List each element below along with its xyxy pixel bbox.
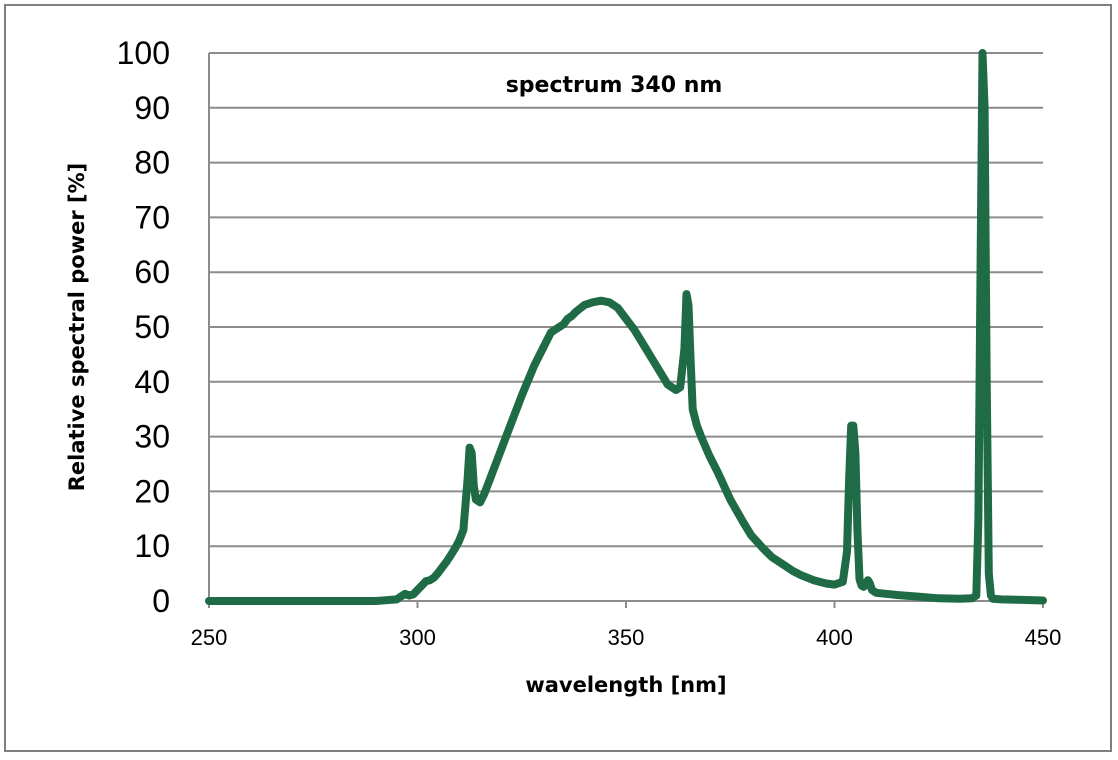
y-axis-label: Relative spectral power [%] <box>65 163 89 492</box>
x-tick-label: 250 <box>191 625 228 650</box>
y-tick-label: 30 <box>134 419 170 455</box>
y-tick-label: 20 <box>134 473 170 509</box>
x-axis-label: wavelength [nm] <box>525 673 726 697</box>
y-tick-label: 50 <box>134 309 170 345</box>
y-tick-labels: 0 10 20 30 40 50 60 70 80 90 100 <box>117 35 170 619</box>
y-tick-label: 90 <box>134 90 170 126</box>
chart-title: spectrum 340 nm <box>506 73 723 98</box>
y-tick-label: 40 <box>134 364 170 400</box>
chart-frame <box>4 4 1112 752</box>
series-layer <box>205 49 1047 605</box>
series-line-0 <box>205 49 1047 605</box>
x-tick-label: 350 <box>608 625 645 650</box>
y-tick-label: 60 <box>134 254 170 290</box>
x-tick-label: 450 <box>1025 625 1062 650</box>
gridlines <box>208 52 1044 608</box>
x-tick-label: 300 <box>399 625 436 650</box>
x-tick-labels: 250 300 350 400 450 <box>191 625 1062 650</box>
y-tick-label: 70 <box>134 199 170 235</box>
y-tick-label: 10 <box>134 528 170 564</box>
y-tick-label: 0 <box>152 583 170 619</box>
y-tick-label: 100 <box>117 35 170 71</box>
y-tick-label: 80 <box>134 145 170 181</box>
x-tick-label: 400 <box>816 625 853 650</box>
